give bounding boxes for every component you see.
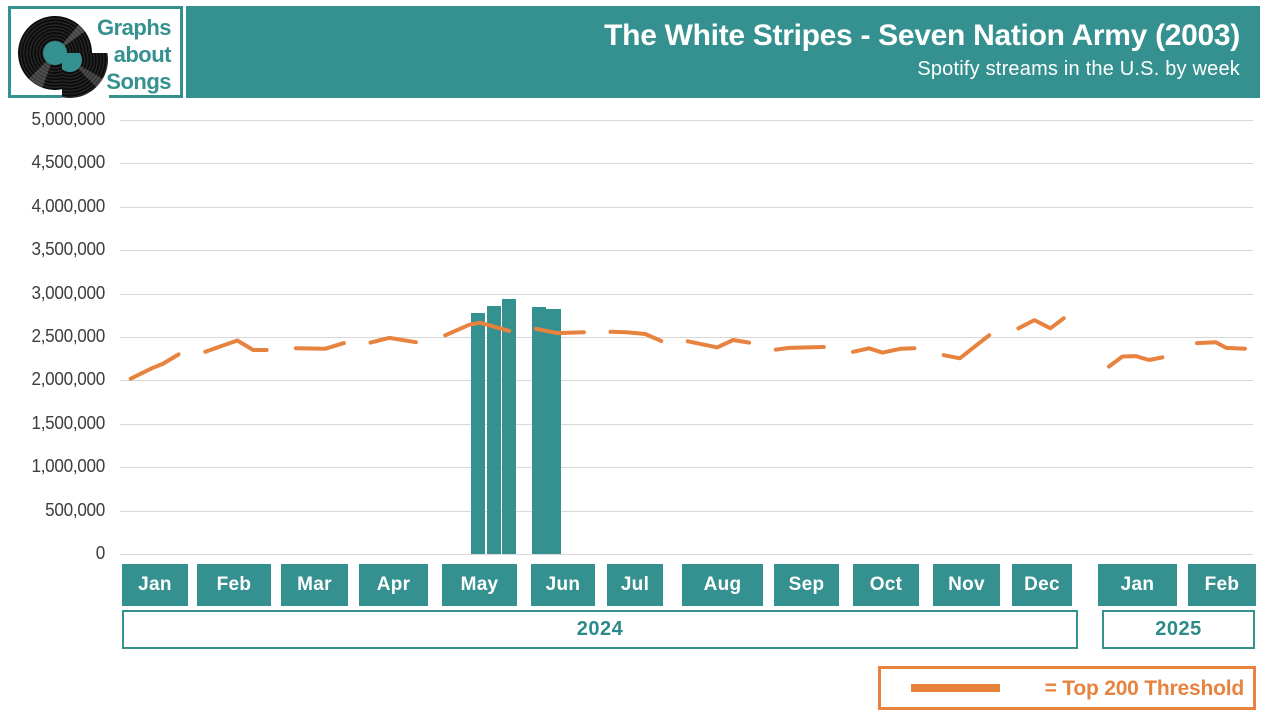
logo-line-1: Graphs (96, 15, 172, 40)
year-label-2024: 2024 (122, 610, 1078, 649)
stream-bar (531, 306, 546, 554)
month-label-aug-2024: Aug (682, 564, 763, 606)
threshold-line-segment (368, 335, 418, 345)
gridline (120, 337, 1253, 338)
threshold-line-segment (293, 341, 346, 351)
gridline (120, 554, 1253, 555)
threshold-line-segment (608, 329, 664, 343)
month-label-sep-2024: Sep (774, 564, 839, 606)
y-tick-label: 2,000,000 (31, 369, 106, 390)
threshold-line-segment (851, 346, 917, 355)
y-tick-label: 1,000,000 (31, 456, 106, 477)
stream-bar (546, 308, 561, 554)
logo-line-2: about (113, 42, 172, 67)
threshold-line-segment (773, 345, 826, 352)
threshold-line-segment (1107, 354, 1165, 369)
month-label-dec-2024: Dec (1012, 564, 1072, 606)
stream-bar (487, 306, 502, 554)
gridline (120, 206, 1253, 208)
logo-text: Graphs about Songs (96, 14, 172, 95)
y-tick-label: 4,000,000 (31, 195, 106, 216)
logo-line-3: Songs (106, 69, 171, 94)
logo: Graphs about Songs (8, 6, 183, 101)
gridline (120, 250, 1253, 252)
chart-subtitle: Spotify streams in the U.S. by week (917, 58, 1240, 80)
chart-title: The White Stripes - Seven Nation Army (2… (604, 19, 1240, 52)
header-band: The White Stripes - Seven Nation Army (2… (186, 6, 1260, 98)
threshold-line-segment (1195, 340, 1247, 351)
month-label-apr-2024: Apr (359, 564, 428, 606)
month-label-feb-2024: Feb (197, 564, 271, 606)
month-label-jan-2024: Jan (122, 564, 188, 606)
y-tick-label: 2,500,000 (31, 326, 106, 346)
y-tick-label: 4,500,000 (31, 152, 106, 173)
month-label-mar-2024: Mar (281, 564, 348, 606)
threshold-line-segment (533, 326, 586, 336)
month-label-jan-2025: Jan (1098, 564, 1177, 606)
threshold-line-segment (685, 338, 752, 350)
gridline (120, 467, 1253, 469)
y-tick-label: 5,000,000 (31, 109, 106, 129)
month-label-feb-2025: Feb (1188, 564, 1256, 606)
y-tick-label: 1,500,000 (31, 412, 106, 433)
threshold-line-segment (128, 352, 181, 381)
month-label-jun-2024: Jun (531, 564, 595, 606)
month-label-nov-2024: Nov (933, 564, 1000, 606)
year-label-2025: 2025 (1102, 610, 1255, 649)
gridline (120, 163, 1253, 165)
y-tick-label: 3,000,000 (31, 282, 106, 303)
gridline (120, 120, 1253, 121)
y-tick-label: 500,000 (45, 499, 105, 520)
gridline (120, 423, 1253, 425)
threshold-line-segment (1016, 316, 1066, 331)
stream-bar (502, 299, 517, 554)
top-200-threshold-line (128, 316, 1247, 381)
vinyl-notch (62, 53, 109, 101)
vinyl-record-icon (18, 16, 109, 101)
month-label-jul-2024: Jul (607, 564, 663, 606)
y-tick-label: 0 (95, 543, 106, 563)
gridline (120, 380, 1253, 382)
stream-bar (471, 312, 486, 554)
month-label-oct-2024: Oct (853, 564, 919, 606)
threshold-line-segment (203, 338, 269, 354)
month-label-may-2024: May (442, 564, 517, 606)
threshold-line-segment (941, 333, 992, 361)
legend: = Top 200 Threshold (878, 666, 1256, 710)
y-tick-label: 3,500,000 (31, 239, 106, 260)
gridline (120, 510, 1253, 512)
gridline (120, 293, 1253, 295)
legend-label: = Top 200 Threshold (1044, 677, 1245, 700)
threshold-line-segment (443, 320, 512, 338)
threshold-line-swatch (911, 684, 1000, 692)
